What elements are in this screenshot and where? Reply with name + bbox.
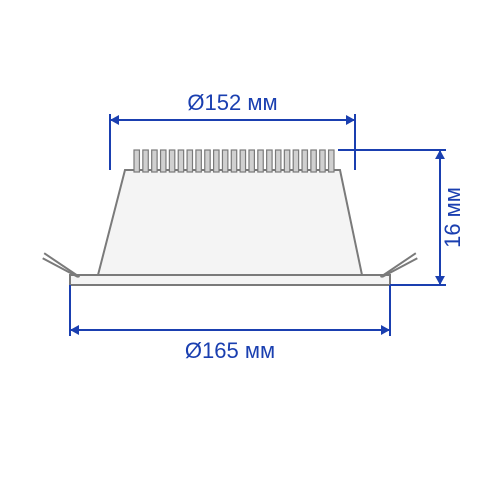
dim-top-label: Ø152 мм: [187, 90, 277, 115]
dimension-bottom: Ø165 мм: [70, 285, 390, 363]
dim-right-label: 16 мм: [440, 187, 465, 248]
product-outline: [43, 150, 418, 285]
dim-bottom-label: Ø165 мм: [185, 338, 275, 363]
dimension-diagram: Ø152 мм Ø165 мм 16 мм: [0, 0, 500, 500]
